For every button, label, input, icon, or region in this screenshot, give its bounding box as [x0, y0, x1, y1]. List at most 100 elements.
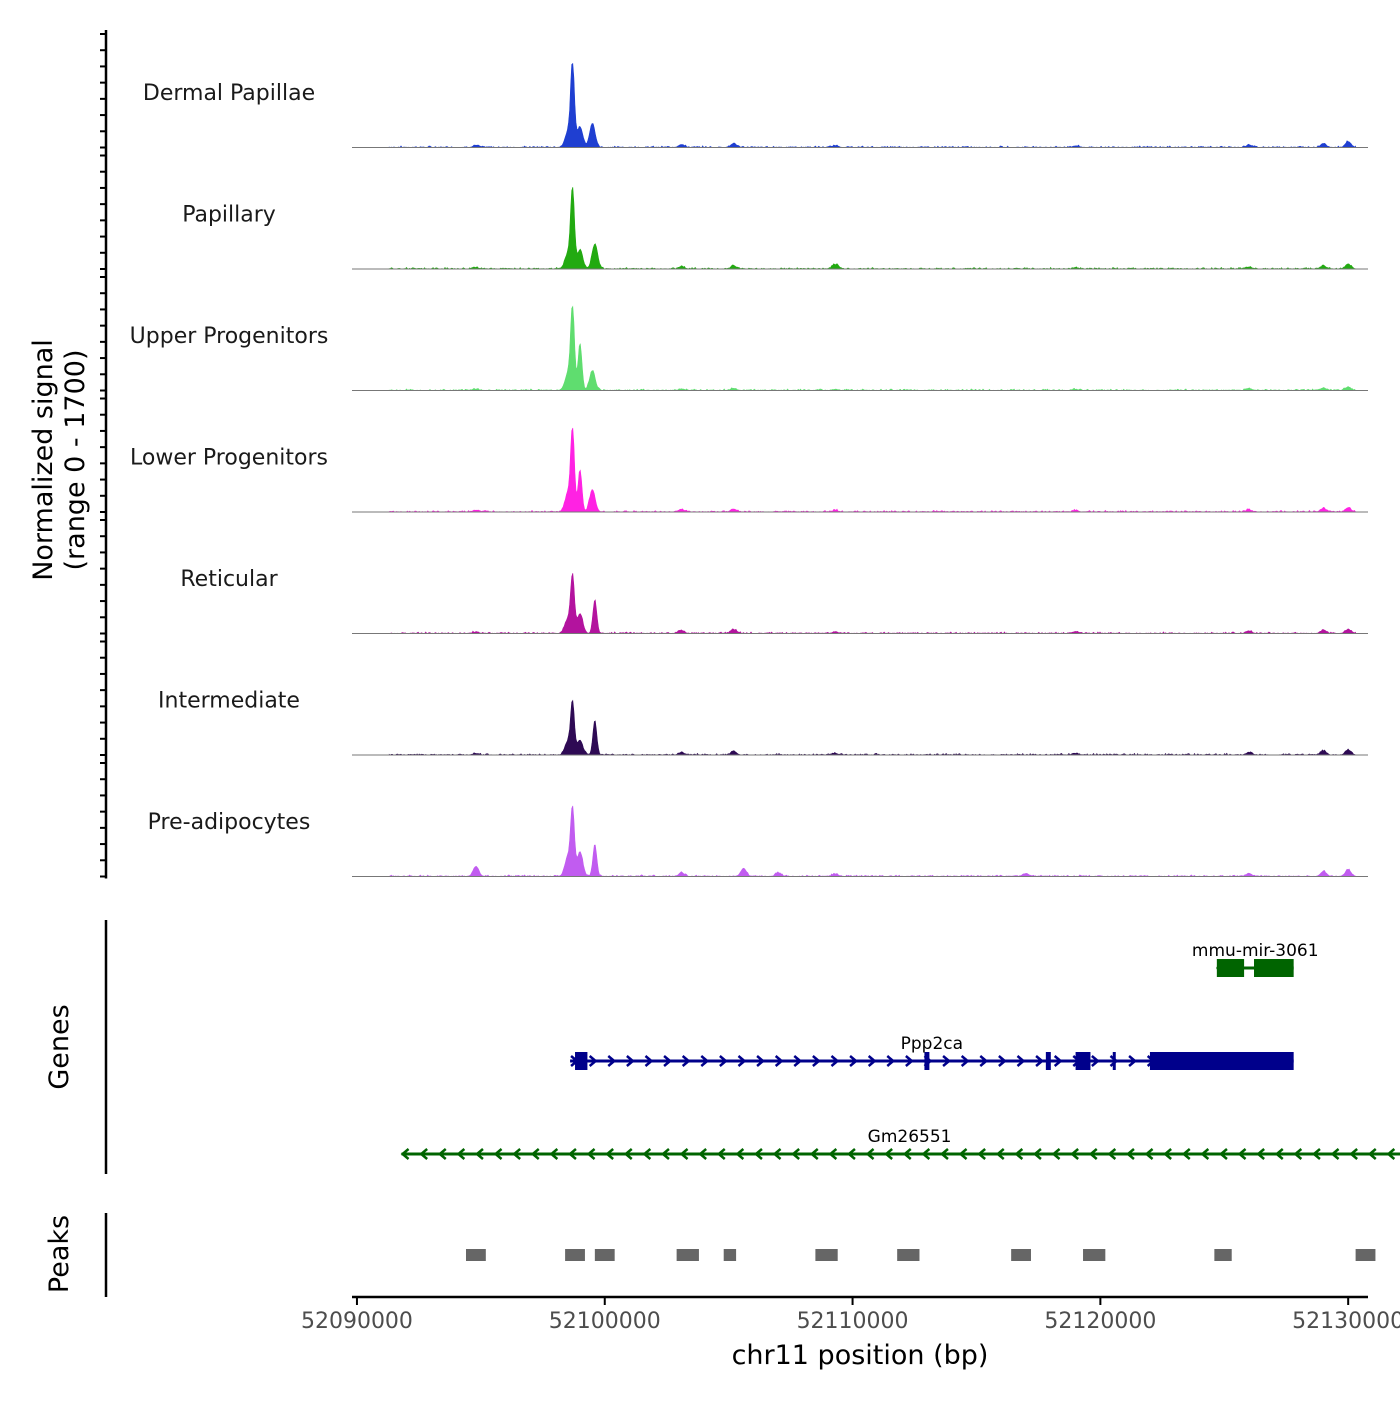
strand-arrow [905, 1055, 914, 1067]
strand-arrow [719, 1055, 728, 1067]
strand-arrow [977, 1148, 986, 1160]
strand-arrow [1367, 1148, 1377, 1160]
strand-arrow [663, 1055, 673, 1067]
strand-arrow [1181, 1148, 1191, 1160]
x-axis-title: chr11 position (bp) [732, 1340, 989, 1371]
strand-arrow [456, 1148, 466, 1160]
coverage-track-upper-progenitors: Upper Progenitors [130, 305, 1368, 391]
strand-arrow [644, 1055, 654, 1067]
gene-gm26551: Gm26551 [400, 1127, 1400, 1160]
strand-arrow [400, 1148, 410, 1160]
gene-ppp2ca: Ppp2ca [570, 1034, 1294, 1070]
track-label: Dermal Papillae [143, 81, 315, 106]
coverage-track-intermediate: Intermediate [158, 689, 1368, 756]
gene-exon [924, 1052, 930, 1070]
strand-arrow [1109, 1055, 1119, 1067]
strand-arrow [679, 1148, 689, 1160]
strand-arrow [886, 1055, 896, 1067]
track-label: Lower Progenitors [130, 446, 328, 471]
strand-arrow [1330, 1148, 1340, 1160]
strand-arrow [812, 1055, 821, 1067]
gene-exon [1045, 1052, 1051, 1070]
strand-arrow [995, 1148, 1005, 1160]
x-tick-label: 52120000 [1044, 1309, 1156, 1334]
coverage-area [388, 62, 1356, 148]
strand-arrow [979, 1055, 989, 1067]
strand-arrow [1053, 1055, 1063, 1067]
strand-arrow [1349, 1148, 1358, 1160]
strand-arrow [942, 1055, 952, 1067]
peak-region [723, 1249, 737, 1261]
gene-exon [1112, 1052, 1116, 1070]
gene-label: Ppp2ca [901, 1034, 963, 1054]
strand-arrow [737, 1055, 747, 1067]
strand-arrow [1091, 1055, 1100, 1067]
gene-exon [575, 1052, 588, 1070]
coverage-area [388, 305, 1356, 391]
peak-region [897, 1249, 920, 1261]
strand-arrow [1293, 1148, 1303, 1160]
coverage-track-dermal-papillae: Dermal Papillae [143, 62, 1368, 148]
coverage-area [388, 805, 1356, 877]
x-tick-label: 52110000 [797, 1309, 909, 1334]
strand-arrow [1051, 1148, 1061, 1160]
strand-arrow [1312, 1148, 1321, 1160]
track-label: Intermediate [158, 689, 300, 714]
strand-arrow [828, 1148, 838, 1160]
peak-region [1214, 1249, 1232, 1261]
track-label: Pre-adipocytes [148, 810, 311, 835]
track-label: Papillary [182, 203, 276, 228]
strand-arrow [642, 1148, 652, 1160]
strand-arrow [865, 1148, 875, 1160]
strand-arrow [419, 1148, 428, 1160]
strand-arrow [735, 1148, 745, 1160]
strand-arrow [1070, 1148, 1079, 1160]
strand-arrow [437, 1148, 447, 1160]
strand-arrow [867, 1055, 877, 1067]
strand-arrow [830, 1055, 840, 1067]
strand-arrow [698, 1148, 707, 1160]
strand-arrow [512, 1148, 521, 1160]
strand-arrow [1144, 1148, 1154, 1160]
strand-arrow [661, 1148, 670, 1160]
strand-arrow [756, 1055, 766, 1067]
strand-arrow [940, 1148, 949, 1160]
strand-arrow [475, 1148, 484, 1160]
y-axis-title-line1: Normalized signal [28, 339, 59, 581]
gene-exon [1075, 1052, 1091, 1070]
strand-arrow [1163, 1148, 1172, 1160]
strand-arrow [998, 1055, 1007, 1067]
strand-arrow [605, 1148, 614, 1160]
track-label: Reticular [180, 567, 278, 592]
signal-axis-ticks [100, 33, 106, 878]
strand-arrow [791, 1148, 800, 1160]
strand-arrow [1126, 1148, 1135, 1160]
strand-arrow [960, 1055, 970, 1067]
strand-arrow [493, 1148, 503, 1160]
strand-arrow [1256, 1148, 1265, 1160]
x-tick-label: 52100000 [549, 1309, 661, 1334]
strand-arrow [1014, 1148, 1024, 1160]
strand-arrow [1237, 1148, 1247, 1160]
strand-arrow [772, 1148, 782, 1160]
gene-mmu-mir-3061: mmu-mir-3061 [1192, 941, 1319, 977]
coverage-track-pre-adipocytes: Pre-adipocytes [148, 805, 1368, 877]
strand-arrow [1088, 1148, 1098, 1160]
strand-arrow [700, 1055, 710, 1067]
coverage-area [388, 699, 1356, 756]
peak-region [594, 1249, 615, 1261]
gene-exon [1254, 959, 1294, 977]
y-axis-title-line2: (range 0 - 1700) [60, 350, 91, 571]
gene-exon [1216, 959, 1245, 977]
gene-label: Gm26551 [868, 1127, 952, 1147]
peak-region [565, 1249, 585, 1261]
strand-arrow [921, 1148, 931, 1160]
strand-arrow [1219, 1148, 1228, 1160]
strand-arrow [623, 1148, 633, 1160]
strand-arrow [1107, 1148, 1117, 1160]
peak-region [1083, 1249, 1106, 1261]
genes-track-title: Genes [44, 1004, 75, 1089]
strand-arrow [1274, 1148, 1284, 1160]
strand-arrow [549, 1148, 559, 1160]
